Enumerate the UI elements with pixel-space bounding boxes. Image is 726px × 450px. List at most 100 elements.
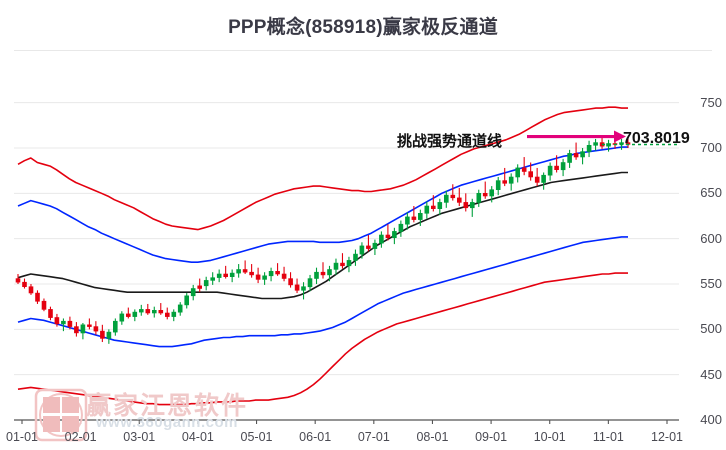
candle-body	[346, 260, 352, 267]
y-axis-tick-label: 500	[700, 321, 722, 337]
candle-body	[281, 273, 287, 279]
band-line	[17, 236, 628, 348]
x-axis-tick-label: 08-01	[416, 430, 449, 444]
x-axis-tick-label: 11-01	[592, 430, 624, 444]
candle-body	[177, 304, 183, 313]
candle-body	[450, 194, 456, 199]
candle-body	[171, 311, 177, 317]
candle-body	[327, 269, 332, 276]
candle-body	[366, 245, 371, 249]
candlestick-chart-svg	[14, 102, 679, 424]
band-line	[17, 272, 628, 406]
candle-body	[165, 312, 170, 317]
candle-body	[35, 292, 40, 302]
candle-body	[210, 277, 215, 281]
last-price-label: 703.8019	[623, 130, 690, 147]
candle-body	[87, 324, 92, 327]
candle-body	[229, 272, 235, 278]
y-axis-tick-label: 750	[700, 94, 722, 110]
y-axis-tick-label: 550	[700, 276, 722, 291]
candle-body	[333, 262, 339, 270]
band-line	[17, 106, 628, 231]
candle-body	[443, 194, 449, 203]
candle-body	[139, 309, 144, 313]
candle-body	[508, 176, 514, 184]
candle-body	[398, 223, 404, 232]
candle-body	[152, 310, 157, 314]
candle-body	[113, 320, 118, 333]
candle-body	[262, 275, 267, 280]
x-axis-tick-label: 05-01	[240, 430, 273, 444]
candle-body	[340, 262, 345, 267]
candle-body	[67, 320, 73, 327]
candle-body	[353, 253, 358, 261]
candle-body	[268, 271, 274, 277]
y-axis-tick-label: 700	[700, 140, 722, 155]
candle-body	[28, 286, 34, 294]
candle-body	[359, 245, 365, 255]
candle-body	[417, 213, 423, 220]
candle-body	[158, 310, 164, 314]
x-axis-tick-label: 12-01	[651, 430, 683, 444]
candle-body	[554, 165, 559, 170]
candle-body	[411, 216, 417, 220]
page-title: PPP概念(858918)赢家极反通道	[228, 17, 498, 38]
candle-body	[463, 202, 469, 209]
x-axis-tick-label: 04-01	[181, 430, 214, 444]
x-axis-tick-label: 02-01	[64, 430, 97, 444]
candle-body	[489, 189, 495, 197]
candle-body	[314, 271, 319, 279]
candle-body	[528, 171, 534, 178]
candle-body	[515, 167, 521, 178]
candle-body	[301, 286, 306, 291]
candle-body	[223, 273, 228, 278]
candle-body	[119, 313, 125, 322]
candle-body	[288, 278, 293, 286]
candle-body	[255, 274, 261, 280]
candle-body	[190, 288, 196, 297]
candle-body	[80, 324, 86, 334]
candle-body	[560, 162, 566, 171]
candle-body	[502, 180, 508, 184]
candle-body	[15, 278, 21, 283]
candle-body	[392, 231, 397, 238]
y-axis-tick-label: 650	[700, 185, 722, 201]
candle-body	[294, 284, 300, 291]
candle-body	[74, 326, 79, 334]
band-line	[17, 146, 628, 263]
candle-body	[456, 197, 462, 203]
title-divider	[14, 50, 712, 51]
candle-body	[106, 331, 112, 339]
candle-body	[547, 165, 553, 176]
y-axis-tick-label: 450	[700, 366, 722, 382]
candle-body	[495, 180, 501, 190]
y-axis-tick-label: 400	[700, 412, 722, 427]
candle-body	[307, 278, 313, 288]
candle-body	[405, 216, 410, 225]
candle-body	[197, 285, 202, 289]
candle-body	[320, 271, 326, 276]
x-axis-tick-label: 09-01	[475, 430, 508, 444]
candle-body	[534, 176, 540, 183]
chart-plot-area	[0, 56, 726, 424]
candle-body	[437, 202, 443, 209]
annotation-label: 挑战强势通道线	[397, 133, 503, 150]
candle-body	[372, 242, 378, 249]
x-axis-tick-label: 10-01	[533, 430, 566, 444]
candle-body	[54, 317, 60, 325]
candle-body	[430, 205, 436, 210]
candle-body	[424, 205, 430, 214]
candle-body	[41, 300, 47, 310]
candle-body	[573, 153, 579, 158]
candle-body	[580, 151, 585, 158]
x-axis-tick-label: 06-01	[299, 430, 332, 444]
candle-body	[469, 202, 475, 209]
candle-body	[184, 295, 189, 306]
candle-body	[236, 269, 241, 274]
candle-body	[145, 309, 151, 314]
annotation-arrow-head	[614, 130, 626, 143]
band-line	[17, 171, 628, 300]
x-axis-tick-label: 01-01	[6, 430, 38, 444]
candle-body	[482, 193, 488, 197]
